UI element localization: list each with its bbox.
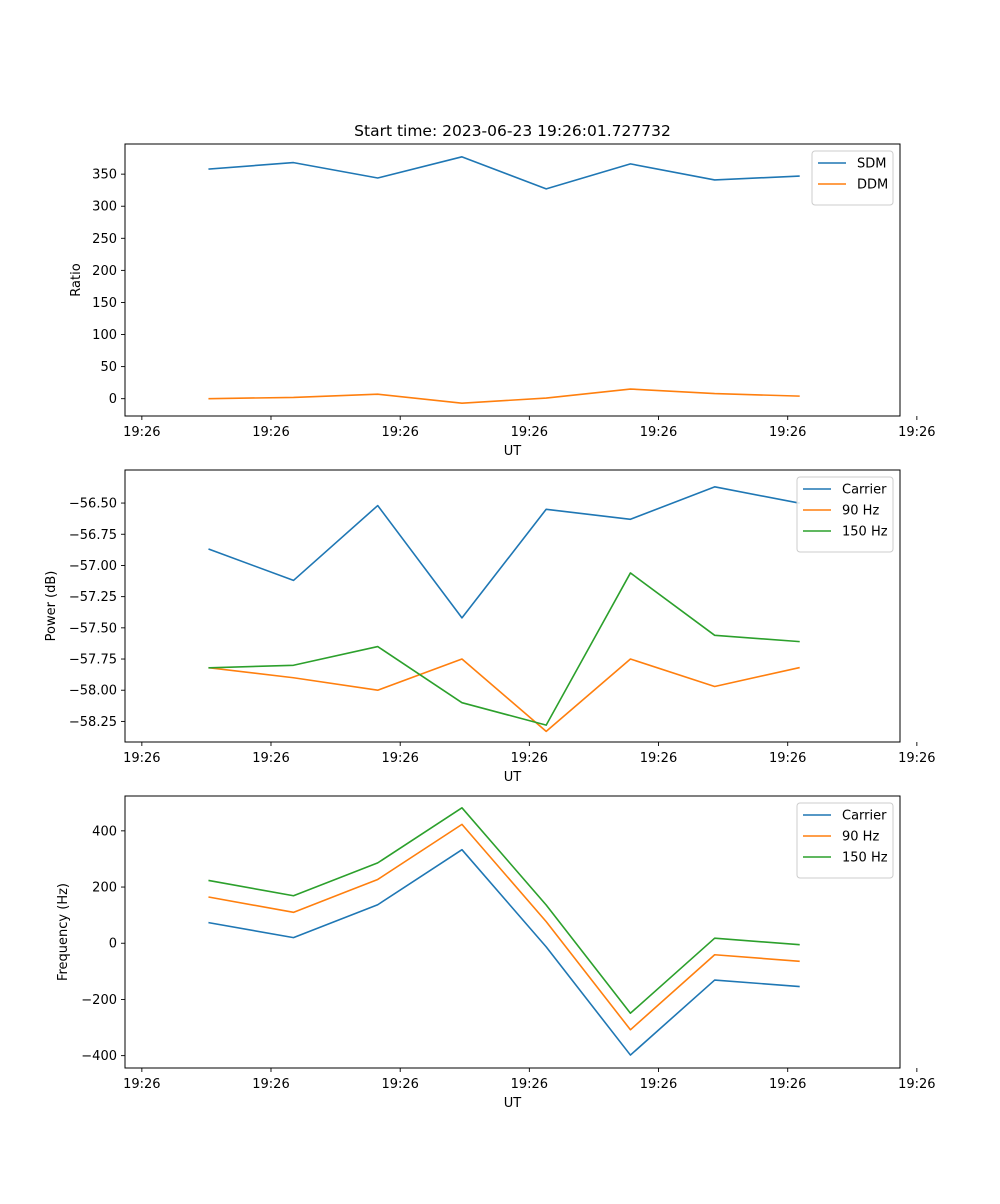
power-legend-box — [796, 476, 894, 553]
frequency-series-carrier — [208, 848, 800, 1056]
ratio-x-tick-label: 19:26 — [381, 425, 418, 440]
frequency-y-tick-label: 200 — [92, 881, 117, 896]
power-series-90-hz — [208, 658, 800, 733]
frequency-x-tick-label: 19:26 — [252, 1077, 289, 1092]
ratio-y-axis-label: Ratio — [69, 263, 84, 296]
ratio-x-tick-label: 19:26 — [123, 425, 160, 440]
ratio-x-tick-label: 19:26 — [898, 425, 935, 440]
ratio-legend-label: DDM — [857, 178, 888, 193]
frequency-series-90-hz — [208, 823, 800, 1031]
ratio-y-tick-label: 50 — [100, 360, 117, 375]
frequency-y-tick-label: 400 — [92, 824, 117, 839]
power-x-tick-label: 19:26 — [511, 751, 548, 766]
ratio-legend-label: SDM — [857, 157, 886, 172]
ratio-y-tick-label: 200 — [92, 264, 117, 279]
frequency-legend-label: 90 Hz — [842, 830, 879, 845]
frequency-y-tick-label: 0 — [109, 937, 117, 952]
power-y-tick-label: −57.50 — [69, 621, 117, 636]
ratio-series-ddm — [208, 388, 800, 404]
power-series-carrier — [208, 486, 800, 619]
power-subplot: 19:26 19:26 19:26 19:26 19:26 19:26 19:26 −58.2… — [44, 469, 936, 785]
power-series-150-hz — [208, 572, 800, 726]
power-x-tick-label: 19:26 — [252, 751, 289, 766]
frequency-x-tick-label: 19:26 — [769, 1077, 806, 1092]
ratio-series-sdm — [208, 156, 800, 190]
frequency-x-axis-label: UT — [504, 1096, 522, 1111]
ratio-legend-box — [811, 150, 894, 206]
frequency-y-tick-label: −200 — [81, 993, 117, 1008]
ratio-subplot: 19:26 19:26 19:26 19:26 19:26 19:26 19:26 0 50 10… — [69, 143, 936, 459]
power-legend-label: 90 Hz — [842, 504, 879, 519]
ratio-y-tick-label: 350 — [92, 168, 117, 183]
frequency-x-tick-label: 19:26 — [640, 1077, 677, 1092]
ratio-y-tick-label: 0 — [109, 392, 117, 407]
ratio-y-tick-label: 150 — [92, 296, 117, 311]
power-x-tick-label: 19:26 — [898, 751, 935, 766]
ratio-x-tick-label: 19:26 — [511, 425, 548, 440]
frequency-x-tick-label: 19:26 — [898, 1077, 935, 1092]
power-y-axis-label: Power (dB) — [44, 571, 59, 642]
frequency-series-150-hz — [208, 806, 800, 1015]
frequency-subplot: 19:26 19:26 19:26 19:26 19:26 19:26 19:26 −400 −… — [56, 795, 936, 1111]
ratio-y-tick-label: 300 — [92, 200, 117, 215]
ratio-y-tick-label: 100 — [92, 328, 117, 343]
power-y-tick-label: −56.75 — [69, 528, 117, 543]
power-legend-label: Carrier — [842, 483, 887, 498]
power-legend: Carrier 90 Hz 150 Hz — [796, 476, 894, 553]
power-x-tick-label: 19:26 — [769, 751, 806, 766]
power-y-tick-label: −56.50 — [69, 497, 117, 512]
ratio-x-tick-label: 19:26 — [640, 425, 677, 440]
frequency-x-tick-label: 19:26 — [123, 1077, 160, 1092]
frequency-legend-label: Carrier — [842, 809, 887, 824]
ratio-x-axis-label: UT — [504, 444, 522, 459]
power-x-tick-label: 19:26 — [123, 751, 160, 766]
frequency-x-tick-label: 19:26 — [381, 1077, 418, 1092]
ratio-x-tick-label: 19:26 — [769, 425, 806, 440]
ratio-y-tick-label: 250 — [92, 232, 117, 247]
frequency-legend-label: 150 Hz — [842, 851, 888, 866]
frequency-legend: Carrier 90 Hz 150 Hz — [796, 802, 894, 879]
frequency-y-axis-label: Frequency (Hz) — [56, 883, 71, 981]
frequency-y-tick-label: −400 — [81, 1049, 117, 1064]
frequency-legend-box — [796, 802, 894, 879]
power-x-tick-label: 19:26 — [381, 751, 418, 766]
frequency-axes-frame — [124, 795, 901, 1069]
power-axes-frame — [124, 469, 901, 743]
power-y-tick-label: −58.25 — [69, 715, 117, 730]
power-legend-label: 150 Hz — [842, 525, 888, 540]
ratio-axes-frame — [124, 143, 901, 417]
power-x-tick-label: 19:26 — [640, 751, 677, 766]
power-y-tick-label: −58.00 — [69, 684, 117, 699]
frequency-x-tick-label: 19:26 — [511, 1077, 548, 1092]
figure-title: Start time: 2023-06-23 19:26:01.727732 — [354, 122, 671, 140]
power-y-tick-label: −57.25 — [69, 590, 117, 605]
power-y-tick-label: −57.75 — [69, 653, 117, 668]
power-x-axis-label: UT — [504, 770, 522, 785]
ratio-legend: SDM DDM — [811, 150, 894, 206]
ratio-x-tick-label: 19:26 — [252, 425, 289, 440]
power-y-tick-label: −57.00 — [69, 559, 117, 574]
